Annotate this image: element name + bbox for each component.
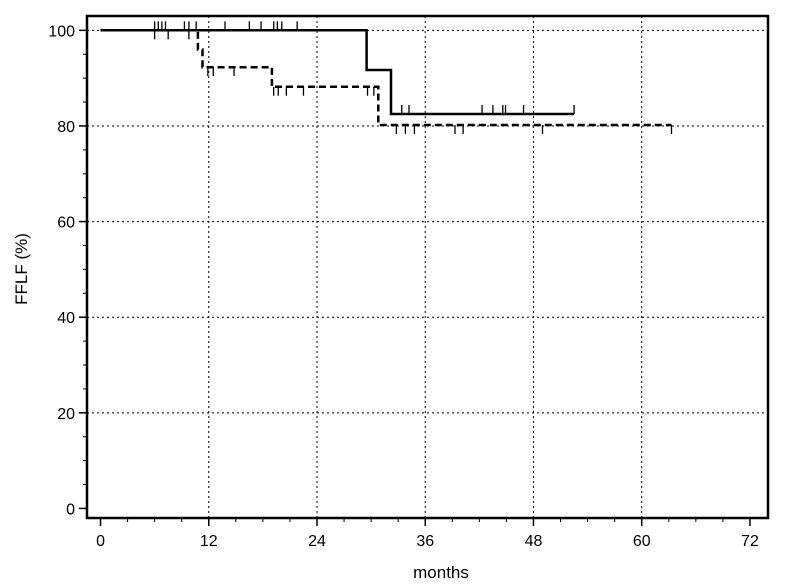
y-tick-label: 80 [57, 119, 75, 136]
x-tick-label: 0 [96, 533, 105, 550]
series-dashed-line [100, 29, 672, 127]
y-tick-label: 100 [48, 23, 75, 40]
x-tick-label: 24 [308, 533, 326, 550]
x-tick-label: 72 [741, 533, 759, 550]
y-axis-title: FFLF (%) [12, 233, 31, 305]
y-tick-label: 60 [57, 215, 75, 232]
x-tick-label: 36 [416, 533, 434, 550]
series-solid-line [100, 29, 575, 116]
series-layer [100, 29, 672, 127]
x-axis-title: months [413, 563, 469, 582]
y-tick-label: 20 [57, 406, 75, 423]
y-tick-label: 40 [57, 310, 75, 327]
plot-frame [85, 14, 770, 520]
axes: 0 12 24 36 48 60 72 0 20 40 60 80 100 [48, 23, 759, 550]
x-tick-label: 48 [525, 533, 543, 550]
censor-marks [153, 21, 673, 135]
x-tick-label: 12 [200, 533, 218, 550]
x-tick-label: 60 [633, 533, 651, 550]
grid-lines [87, 16, 768, 518]
y-tick-label: 0 [66, 501, 75, 518]
